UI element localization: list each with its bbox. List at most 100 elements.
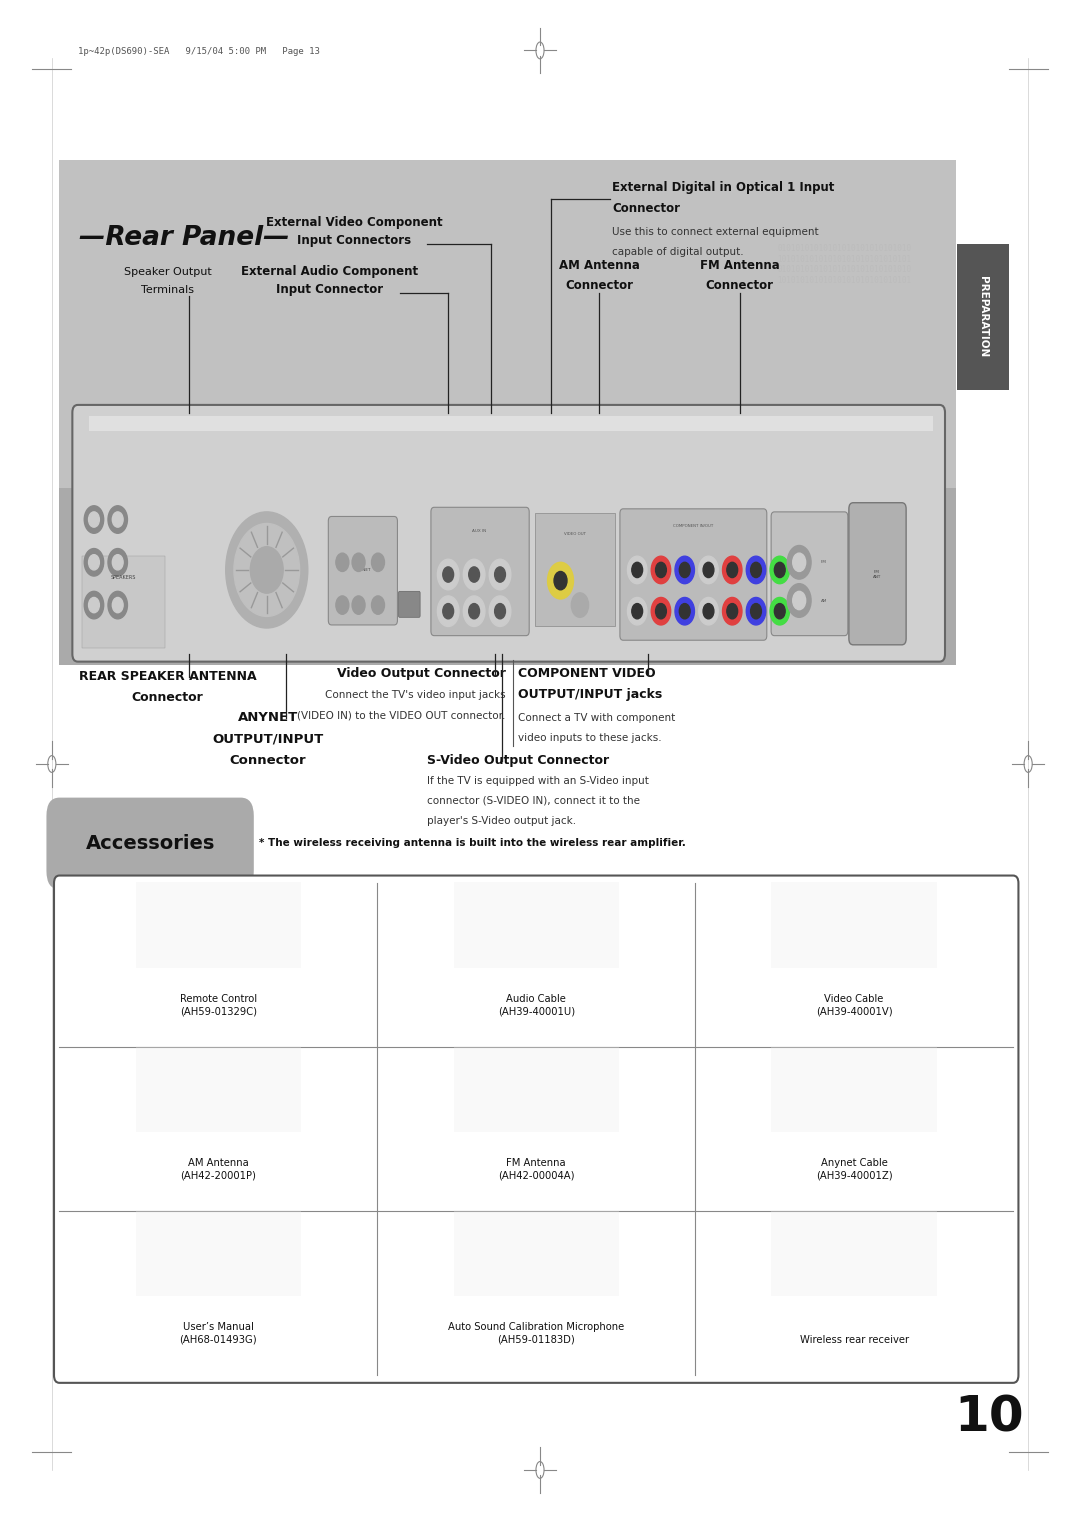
Circle shape	[627, 597, 647, 625]
Circle shape	[571, 593, 589, 617]
Circle shape	[495, 604, 505, 619]
Circle shape	[770, 556, 789, 584]
Text: * The wireless receiving antenna is built into the wireless rear amplifier.: * The wireless receiving antenna is buil…	[259, 839, 686, 848]
Text: FM: FM	[821, 561, 826, 564]
Circle shape	[751, 604, 761, 619]
Circle shape	[632, 562, 643, 578]
Text: SPEAKERS: SPEAKERS	[110, 575, 136, 581]
Text: Connector: Connector	[230, 753, 306, 767]
FancyBboxPatch shape	[136, 883, 301, 967]
Circle shape	[226, 512, 308, 628]
Circle shape	[251, 547, 283, 593]
Text: External Audio Component: External Audio Component	[241, 264, 418, 278]
Text: AM Antenna: AM Antenna	[559, 258, 639, 272]
Circle shape	[89, 597, 99, 613]
Circle shape	[108, 549, 127, 576]
Text: Auto Sound Calibration Microphone
(AH59-01183D): Auto Sound Calibration Microphone (AH59-…	[448, 1322, 624, 1345]
Text: REAR SPEAKER ANTENNA: REAR SPEAKER ANTENNA	[79, 669, 256, 683]
Circle shape	[463, 559, 485, 590]
Text: Accessories: Accessories	[85, 834, 215, 853]
FancyBboxPatch shape	[54, 876, 1018, 1383]
Circle shape	[112, 512, 123, 527]
Circle shape	[108, 506, 127, 533]
Text: Connector: Connector	[132, 691, 203, 704]
Text: COMPONENT VIDEO: COMPONENT VIDEO	[518, 666, 656, 680]
Circle shape	[352, 553, 365, 571]
FancyBboxPatch shape	[620, 509, 767, 640]
Text: Input Connectors: Input Connectors	[297, 234, 411, 248]
Circle shape	[723, 556, 742, 584]
FancyBboxPatch shape	[771, 883, 936, 967]
Text: Terminals: Terminals	[140, 286, 194, 295]
Text: 10: 10	[955, 1394, 1024, 1442]
FancyBboxPatch shape	[136, 1047, 301, 1132]
Circle shape	[651, 556, 671, 584]
Circle shape	[723, 597, 742, 625]
Text: AUX IN: AUX IN	[472, 529, 487, 533]
FancyBboxPatch shape	[89, 416, 933, 431]
Circle shape	[84, 549, 104, 576]
Circle shape	[443, 567, 454, 582]
Text: User’s Manual
(AH68-01493G): User’s Manual (AH68-01493G)	[179, 1322, 257, 1345]
FancyBboxPatch shape	[136, 1210, 301, 1296]
Text: AM Antenna
(AH42-20001P): AM Antenna (AH42-20001P)	[180, 1158, 256, 1181]
Circle shape	[793, 553, 806, 571]
Circle shape	[336, 596, 349, 614]
FancyBboxPatch shape	[328, 516, 397, 625]
Text: player's S-Video output jack.: player's S-Video output jack.	[427, 816, 576, 825]
FancyBboxPatch shape	[82, 556, 165, 648]
Circle shape	[703, 562, 714, 578]
Text: COMPONENT IN/OUT: COMPONENT IN/OUT	[673, 524, 714, 529]
Text: FM
ANT: FM ANT	[873, 570, 881, 579]
Text: capable of digital output.: capable of digital output.	[612, 248, 744, 257]
Circle shape	[443, 604, 454, 619]
Text: Wireless rear receiver: Wireless rear receiver	[799, 1334, 908, 1345]
Circle shape	[787, 584, 811, 617]
FancyBboxPatch shape	[535, 513, 615, 626]
Text: Remote Control
(AH59-01329C): Remote Control (AH59-01329C)	[179, 995, 257, 1016]
Text: Video Cable
(AH39-40001V): Video Cable (AH39-40001V)	[815, 995, 892, 1016]
Text: Connect the TV's video input jacks: Connect the TV's video input jacks	[325, 691, 505, 700]
FancyBboxPatch shape	[59, 160, 956, 487]
Circle shape	[336, 553, 349, 571]
FancyBboxPatch shape	[771, 512, 848, 636]
Circle shape	[84, 506, 104, 533]
FancyBboxPatch shape	[399, 591, 420, 617]
Circle shape	[679, 562, 690, 578]
Text: —Rear Panel—: —Rear Panel—	[79, 225, 289, 251]
Circle shape	[112, 555, 123, 570]
Circle shape	[675, 597, 694, 625]
Circle shape	[656, 604, 666, 619]
Text: ANYNET: ANYNET	[354, 568, 372, 571]
Circle shape	[548, 562, 573, 599]
Circle shape	[84, 591, 104, 619]
Circle shape	[751, 562, 761, 578]
Circle shape	[352, 596, 365, 614]
Text: Speaker Output: Speaker Output	[123, 267, 212, 277]
Text: connector (S-VIDEO IN), connect it to the: connector (S-VIDEO IN), connect it to th…	[427, 796, 639, 805]
Circle shape	[554, 571, 567, 590]
Text: OUTPUT/INPUT: OUTPUT/INPUT	[212, 732, 324, 746]
Circle shape	[495, 567, 505, 582]
Circle shape	[437, 559, 459, 590]
Text: FM Antenna
(AH42-00004A): FM Antenna (AH42-00004A)	[498, 1158, 575, 1181]
Circle shape	[112, 597, 123, 613]
Text: ANYNET: ANYNET	[238, 711, 298, 724]
Text: Input Connector: Input Connector	[275, 283, 383, 296]
FancyBboxPatch shape	[72, 405, 945, 662]
Circle shape	[437, 596, 459, 626]
Text: FM Antenna: FM Antenna	[700, 258, 780, 272]
Circle shape	[489, 596, 511, 626]
Text: (VIDEO IN) to the VIDEO OUT connector.: (VIDEO IN) to the VIDEO OUT connector.	[297, 711, 505, 720]
Circle shape	[699, 597, 718, 625]
Circle shape	[89, 512, 99, 527]
Text: Connector: Connector	[612, 202, 680, 215]
Circle shape	[89, 555, 99, 570]
Circle shape	[632, 604, 643, 619]
FancyBboxPatch shape	[771, 1047, 936, 1132]
Circle shape	[651, 597, 671, 625]
Text: Anynet Cable
(AH39-40001Z): Anynet Cable (AH39-40001Z)	[815, 1158, 892, 1181]
Circle shape	[746, 597, 766, 625]
Circle shape	[774, 562, 785, 578]
Text: External Digital in Optical 1 Input: External Digital in Optical 1 Input	[612, 180, 835, 194]
